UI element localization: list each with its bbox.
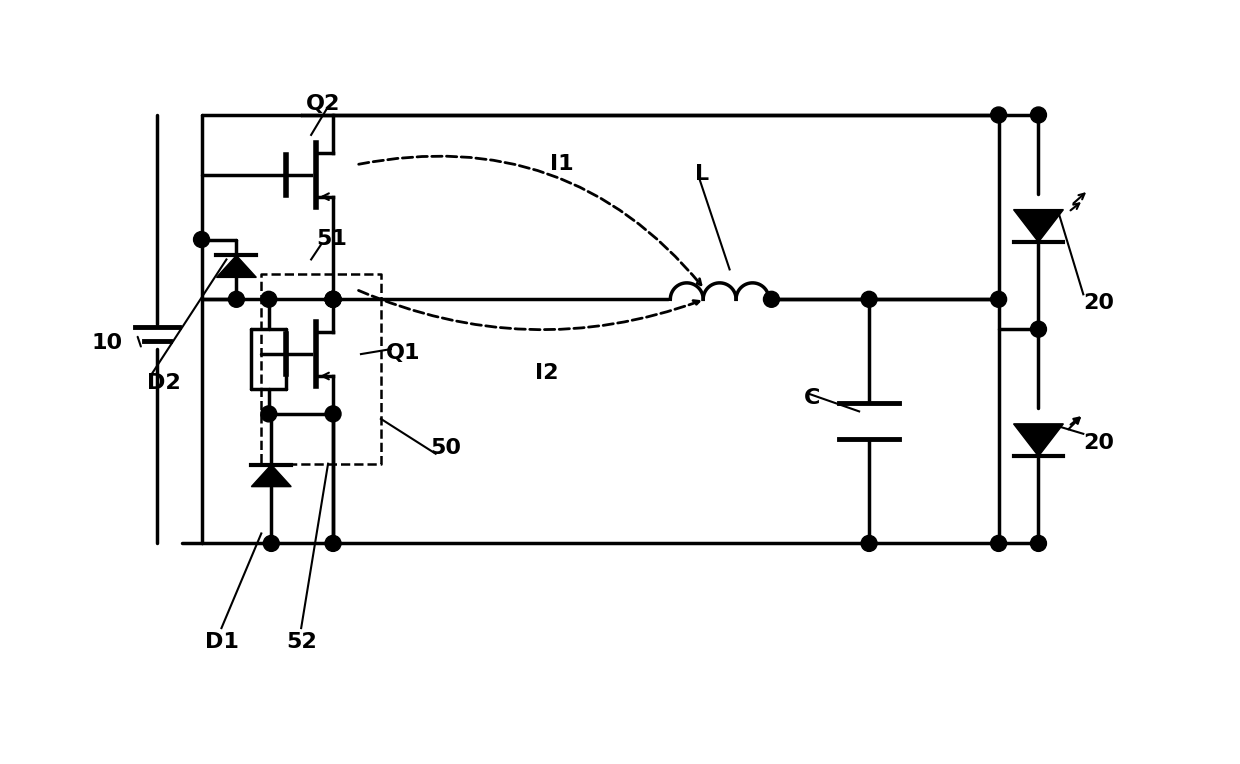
Text: 51: 51	[316, 228, 347, 248]
Circle shape	[228, 291, 244, 307]
Text: C: C	[805, 388, 821, 408]
Circle shape	[991, 107, 1007, 123]
Circle shape	[325, 406, 341, 422]
Circle shape	[1030, 321, 1047, 337]
Circle shape	[193, 231, 210, 248]
Polygon shape	[252, 465, 291, 487]
Text: D2: D2	[146, 373, 181, 393]
Circle shape	[263, 536, 279, 552]
Text: D1: D1	[205, 632, 238, 652]
Text: I1: I1	[551, 154, 574, 173]
Circle shape	[861, 291, 877, 307]
Circle shape	[1030, 107, 1047, 123]
Text: 52: 52	[285, 632, 316, 652]
Polygon shape	[1013, 424, 1064, 456]
Circle shape	[325, 536, 341, 552]
Text: L: L	[694, 163, 709, 183]
Text: 50: 50	[430, 438, 461, 458]
Circle shape	[991, 536, 1007, 552]
Circle shape	[260, 406, 277, 422]
Text: Q2: Q2	[306, 94, 341, 114]
Circle shape	[991, 291, 1007, 307]
Circle shape	[260, 291, 277, 307]
Circle shape	[764, 291, 780, 307]
Circle shape	[325, 291, 341, 307]
Circle shape	[325, 291, 341, 307]
Text: I2: I2	[536, 363, 559, 383]
Text: Q1: Q1	[386, 343, 420, 363]
Polygon shape	[217, 255, 257, 277]
Circle shape	[325, 291, 341, 307]
Text: 10: 10	[92, 333, 123, 353]
Text: 20: 20	[1084, 293, 1115, 313]
Circle shape	[861, 536, 877, 552]
Text: 20: 20	[1084, 432, 1115, 453]
Circle shape	[1030, 536, 1047, 552]
Polygon shape	[1013, 209, 1064, 242]
